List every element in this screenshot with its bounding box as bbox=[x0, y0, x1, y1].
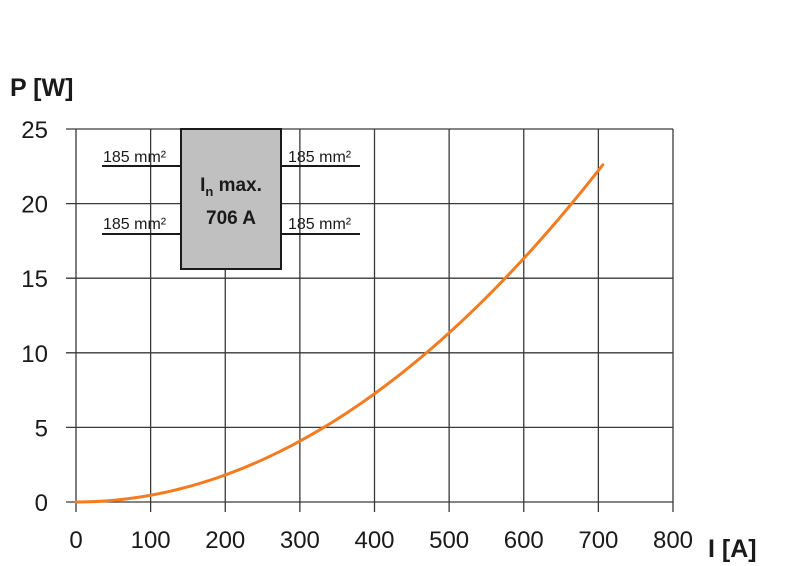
x-tick-label: 100 bbox=[131, 527, 171, 554]
x-tick-label: 500 bbox=[429, 527, 469, 554]
connector-annotation: 185 mm² 185 mm² 185 mm² 185 mm² In max. … bbox=[102, 128, 360, 270]
grid-lines bbox=[66, 128, 674, 512]
y-tick-label: 10 bbox=[21, 341, 48, 368]
y-tick-label: 15 bbox=[21, 266, 48, 293]
y-tick-label: 20 bbox=[21, 192, 48, 219]
y-tick-label: 5 bbox=[35, 415, 48, 442]
wire-label-left-top: 185 mm² bbox=[103, 149, 167, 166]
x-tick-label: 700 bbox=[578, 527, 618, 554]
x-axis-title: I [A] bbox=[708, 535, 757, 563]
y-axis-title: P [W] bbox=[10, 74, 73, 102]
wire-label-right-bottom: 185 mm² bbox=[288, 216, 352, 233]
x-tick-label: 0 bbox=[69, 527, 82, 554]
rated-current-label: In max. bbox=[200, 175, 262, 199]
power-loss-curve bbox=[74, 163, 605, 504]
x-tick-label: 600 bbox=[504, 527, 544, 554]
x-tick-label: 300 bbox=[280, 527, 320, 554]
wire-label-left-bottom: 185 mm² bbox=[103, 216, 167, 233]
y-axis-ticks: 0 5 10 15 20 25 bbox=[21, 117, 48, 517]
rated-current-value: 706 A bbox=[206, 208, 256, 229]
x-tick-label: 800 bbox=[653, 527, 693, 554]
rated-current-box bbox=[180, 128, 282, 270]
y-tick-label: 25 bbox=[21, 117, 48, 144]
x-tick-label: 400 bbox=[354, 527, 394, 554]
x-tick-label: 200 bbox=[205, 527, 245, 554]
y-tick-label: 0 bbox=[35, 490, 48, 517]
x-axis-ticks: 0 100 200 300 400 500 600 700 800 bbox=[69, 527, 693, 554]
wire-label-right-top: 185 mm² bbox=[288, 149, 352, 166]
